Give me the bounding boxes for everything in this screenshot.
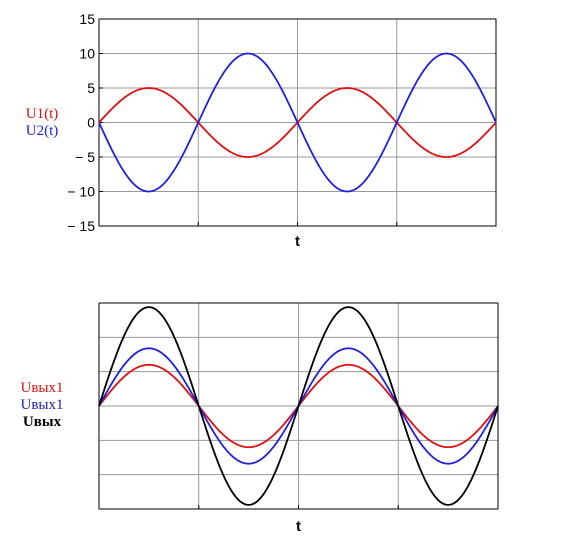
series-line: [98, 52, 497, 193]
y-tick-label: − 5: [75, 149, 95, 165]
x-axis-label: t: [295, 233, 300, 250]
y-tick-label: − 10: [67, 184, 95, 200]
y-tick-label: 0: [87, 115, 95, 131]
y-tick-label: 15: [79, 11, 95, 27]
y-axis-label: Uвых1: [21, 380, 64, 396]
y-tick-label: 10: [79, 46, 95, 62]
y-axis-label: U1(t): [26, 106, 59, 122]
x-axis-label: t: [296, 518, 301, 535]
y-tick-label: − 15: [67, 218, 95, 234]
y-axis-label: U2(t): [26, 123, 59, 139]
y-axis-label: Uвых1: [21, 397, 64, 413]
chart-top: 15 10 5 0 − 5 − 10 − 15 t U1(t)U2(t): [26, 11, 497, 250]
series-line: [98, 306, 499, 506]
y-tick-label: 5: [87, 80, 95, 96]
y-axis-label: Uвых: [23, 414, 62, 430]
